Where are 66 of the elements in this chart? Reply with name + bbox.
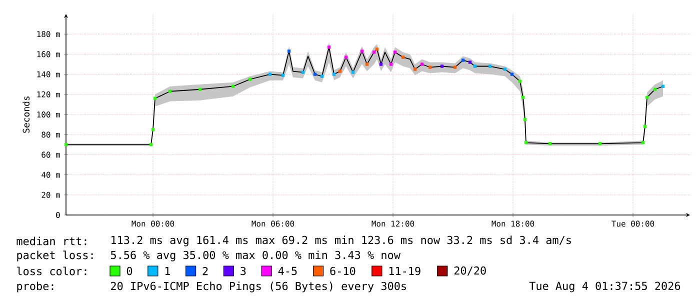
point <box>379 62 383 66</box>
point <box>365 62 369 66</box>
point <box>453 66 457 69</box>
point <box>653 88 657 91</box>
point <box>301 70 305 74</box>
point <box>440 64 444 68</box>
legend-title: loss color: <box>17 266 86 276</box>
point <box>153 96 157 100</box>
point <box>661 84 665 88</box>
text: packet loss: <box>17 250 93 262</box>
point <box>351 70 355 74</box>
point <box>420 62 424 66</box>
text: median rtt: <box>16 236 86 246</box>
point <box>413 68 417 71</box>
point <box>287 50 291 53</box>
point <box>461 58 465 62</box>
point <box>168 90 172 93</box>
point <box>149 143 153 146</box>
point <box>344 56 348 59</box>
point <box>401 56 405 59</box>
point <box>248 78 252 81</box>
y-axis-title: Seconds <box>22 96 30 133</box>
legend-label: 3 <box>240 266 246 276</box>
point <box>645 96 649 100</box>
point <box>488 64 492 68</box>
text: 113.2 ms avg 161.4 ms max 69.2 ms min 123.6 ms now 33.2 ms sd 3.4 am/s <box>112 236 571 246</box>
point <box>281 74 285 77</box>
point <box>641 141 645 144</box>
legend-label: 1 <box>165 267 170 275</box>
point <box>598 142 602 146</box>
point <box>231 84 235 88</box>
point <box>473 64 477 68</box>
point <box>151 128 155 132</box>
point <box>320 74 324 78</box>
point <box>338 70 342 73</box>
point <box>393 50 397 54</box>
text: Tue Aug 4 01:37:55 2026 <box>529 282 680 292</box>
point <box>643 124 647 128</box>
text: probe: <box>17 282 54 292</box>
point <box>521 96 525 100</box>
point <box>523 118 527 122</box>
point <box>510 72 514 76</box>
point <box>332 72 336 76</box>
point <box>548 142 552 146</box>
point <box>503 68 507 71</box>
legend-label: 2 <box>202 266 208 276</box>
legend-label: 20/20 <box>454 266 486 276</box>
point <box>313 72 317 76</box>
point <box>268 72 272 76</box>
point <box>372 50 376 54</box>
text: 20 IPv6-ICMP Echo Pings (56 Bytes) every 300s <box>111 282 406 292</box>
point <box>389 62 393 66</box>
legend-label: 11-19 <box>389 266 420 276</box>
point <box>327 46 331 49</box>
legend-label: 6-10 <box>330 266 356 276</box>
legend-label: 0 <box>126 266 132 276</box>
point <box>64 143 68 146</box>
point <box>468 60 472 64</box>
point <box>375 48 379 51</box>
legend-label: 4-5 <box>278 266 297 276</box>
point <box>428 66 432 69</box>
point <box>524 141 528 144</box>
point <box>518 80 522 83</box>
text: 5.56 % avg 35.00 % max 0.00 % min 3.43 % now <box>110 250 400 262</box>
point <box>198 88 202 91</box>
point <box>360 50 364 53</box>
